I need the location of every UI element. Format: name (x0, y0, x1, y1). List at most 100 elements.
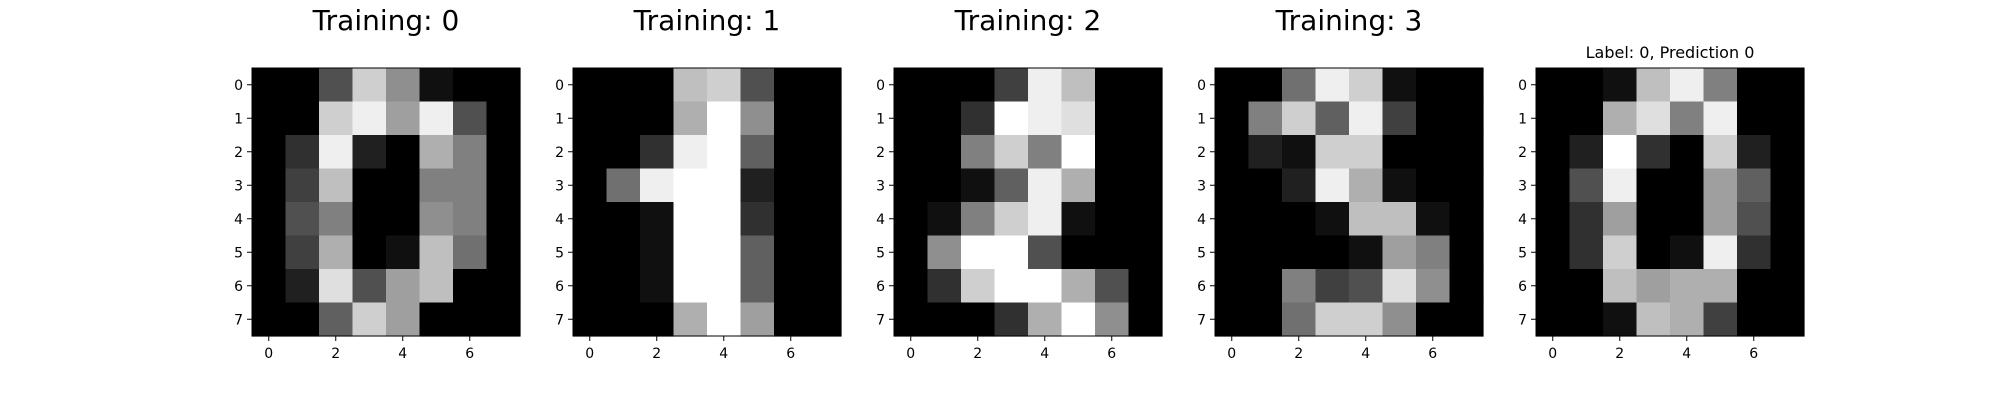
pixel-cell (1569, 235, 1604, 270)
pixel-cell (573, 135, 608, 170)
pixel-cell (1603, 101, 1638, 136)
pixel-cell (1028, 68, 1063, 103)
pixel-cell (894, 269, 929, 304)
pixel-cell (1536, 68, 1571, 103)
pixel-cell (1095, 202, 1130, 237)
pixel-cell (1248, 269, 1283, 304)
pixel-cell (1536, 235, 1571, 270)
pixel-cell (961, 168, 996, 203)
pixel-cell (1061, 235, 1096, 270)
pixel-cell (894, 235, 929, 270)
y-tick-label: 2 (1197, 145, 1206, 161)
pixel-cell (994, 68, 1029, 103)
pixel-cell (774, 101, 809, 136)
pixel-cell (774, 68, 809, 103)
pixel-cell (419, 68, 454, 103)
pixel-cell (285, 168, 320, 203)
pixel-cell (1703, 168, 1738, 203)
pixel-cell (1670, 68, 1705, 103)
y-tick-label: 4 (876, 212, 885, 228)
pixel-cell (1670, 235, 1705, 270)
pixel-cell (1416, 68, 1451, 103)
y-tick-label: 7 (1197, 312, 1206, 328)
x-tick-label: 0 (1548, 346, 1557, 362)
pixel-cell (1128, 168, 1163, 203)
pixel-cell (807, 101, 842, 136)
pixel-cell (1703, 235, 1738, 270)
pixel-cell (1382, 235, 1417, 270)
y-tick-label: 4 (1518, 212, 1527, 228)
pixel-cell (673, 202, 708, 237)
x-tick-label: 2 (1615, 346, 1624, 362)
pixel-cell (994, 135, 1029, 170)
pixel-cell (807, 202, 842, 237)
pixel-cell (352, 168, 387, 203)
pixel-cell (606, 135, 641, 170)
pixel-cell (673, 269, 708, 304)
pixel-cell (1248, 68, 1283, 103)
y-tick-label: 3 (876, 178, 885, 194)
y-tick-label: 7 (1518, 312, 1527, 328)
pixel-cell (1382, 68, 1417, 103)
pixel-cell (1128, 302, 1163, 337)
pixel-cell (1282, 101, 1317, 136)
pixel-cell (1382, 168, 1417, 203)
pixel-cell (1315, 135, 1350, 170)
pixel-cell (1061, 302, 1096, 337)
pixel-cell (285, 235, 320, 270)
pixel-cell (673, 168, 708, 203)
pixel-cell (807, 269, 842, 304)
pixel-cell (352, 202, 387, 237)
x-tick-label: 6 (465, 346, 474, 362)
pixel-cell (1770, 202, 1805, 237)
x-tick-label: 6 (1749, 346, 1758, 362)
pixel-cell (1095, 235, 1130, 270)
x-tick-label: 6 (786, 346, 795, 362)
pixel-cell (1770, 68, 1805, 103)
pixel-cell (1603, 269, 1638, 304)
pixel-cell (927, 135, 962, 170)
pixel-cell (927, 202, 962, 237)
pixel-cell (252, 302, 287, 337)
pixel-cell (894, 101, 929, 136)
pixel-cell (740, 101, 775, 136)
pixel-cell (740, 302, 775, 337)
pixel-cell (1215, 168, 1250, 203)
pixel-cell (252, 135, 287, 170)
pixel-cell (994, 235, 1029, 270)
pixel-cell (1248, 302, 1283, 337)
pixel-cell (994, 202, 1029, 237)
pixel-cell (961, 269, 996, 304)
y-tick-label: 5 (555, 245, 564, 261)
pixel-cell (1416, 302, 1451, 337)
pixel-cell (1536, 302, 1571, 337)
x-tick-label: 6 (1107, 346, 1116, 362)
pixel-cell (1737, 135, 1772, 170)
pixel-cell (927, 68, 962, 103)
pixel-cell (640, 168, 675, 203)
pixel-cell (1215, 135, 1250, 170)
pixel-cell (319, 168, 354, 203)
pixel-cell (1569, 269, 1604, 304)
pixel-cell (352, 101, 387, 136)
pixel-cell (1061, 101, 1096, 136)
pixel-cell (774, 135, 809, 170)
pixel-cell (1536, 101, 1571, 136)
pixel-cell (1061, 202, 1096, 237)
pixel-cell (927, 235, 962, 270)
pixel-cell (894, 302, 929, 337)
y-tick-label: 4 (555, 212, 564, 228)
pixel-cell (1248, 168, 1283, 203)
pixel-cell (319, 302, 354, 337)
pixel-cell (1770, 235, 1805, 270)
pixel-cell (1737, 235, 1772, 270)
axes-frame (1535, 67, 1805, 337)
pixel-cell (419, 135, 454, 170)
pixel-cell (285, 202, 320, 237)
y-tick-label: 4 (234, 212, 243, 228)
y-tick-label: 3 (555, 178, 564, 194)
pixel-cell (1449, 168, 1484, 203)
pixel-cell (1382, 101, 1417, 136)
y-tick-label: 2 (234, 145, 243, 161)
pixel-cell (927, 269, 962, 304)
